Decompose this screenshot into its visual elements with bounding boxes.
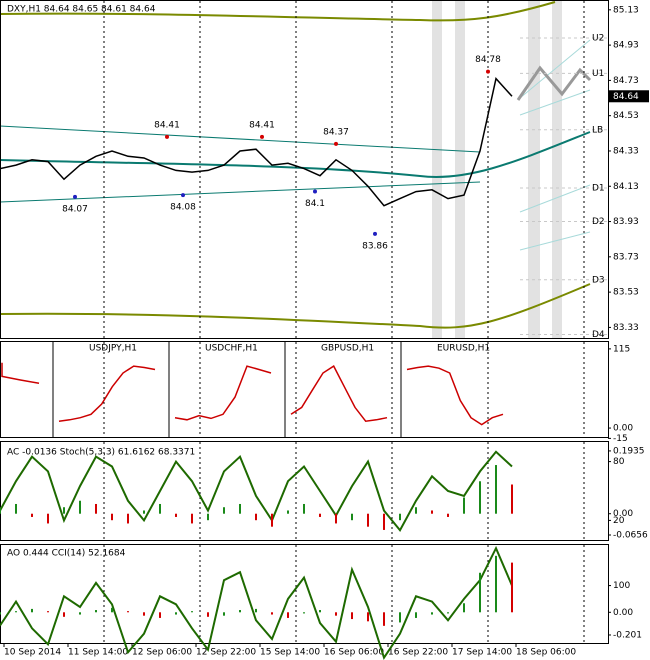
last-price-box [609, 90, 649, 103]
y-tick-label: 100 [613, 581, 630, 591]
level-label: U2 [592, 34, 604, 44]
y-tick-label: 0.1935 [613, 446, 645, 456]
y-tick-label: 83.33 [613, 323, 639, 333]
indicator-line [0, 545, 513, 660]
indicator-line [0, 450, 513, 532]
extreme-label: 84.1 [305, 199, 325, 209]
x-tick-label: 17 Sep 14:00 [452, 648, 512, 658]
level-label: D1 [592, 184, 605, 194]
y-tick-label: 83.93 [613, 217, 639, 227]
symbol-line [174, 365, 272, 421]
symbol-label: GBPUSD,H1 [321, 344, 374, 354]
y-tick-label: -0.0656 [613, 531, 648, 541]
y-tick-label: 0.00 [613, 608, 633, 618]
x-tick-label: 18 Sep 06:00 [516, 648, 576, 658]
frames [0, 0, 609, 644]
extreme-marker [313, 189, 317, 194]
level-label: D4 [592, 330, 605, 340]
y-tick-label: 83.53 [613, 288, 639, 298]
extreme-label: 84.07 [62, 204, 88, 214]
y-tick-label: 85.13 [613, 5, 639, 15]
extreme-marker [260, 134, 264, 139]
y-tick-label: 115 [613, 344, 630, 354]
extreme-label: 84.78 [475, 55, 501, 65]
extreme-marker [73, 194, 77, 199]
symbol-line [406, 365, 504, 426]
last-price-label: 84.64 [613, 92, 639, 102]
extreme-label: 84.08 [170, 203, 196, 213]
y-tick-label: -0.201 [613, 630, 642, 640]
price-line [0, 77, 513, 207]
y-tick-label: -15 [613, 434, 628, 444]
extreme-label: 83.86 [362, 241, 388, 251]
y-tick-label: 84.53 [613, 111, 639, 121]
symbol-line [290, 365, 388, 422]
main-title: DXY,H1 84.64 84.65 84.61 84.64 [7, 5, 156, 15]
panel-title: AC -0.0136 Stoch(5,3,3) 61.6162 68.3371 [7, 448, 195, 458]
extreme-label: 84.37 [323, 127, 349, 137]
y-tick-label: 0.00 [613, 424, 633, 434]
level-label: D3 [592, 275, 605, 285]
extreme-label: 84.41 [154, 120, 180, 130]
y-tick-label: 84.73 [613, 76, 639, 86]
symbol-label: USDJPY,H1 [89, 344, 137, 354]
extreme-marker [181, 193, 185, 198]
y-tick-label: 84.93 [613, 41, 639, 51]
x-tick-label: 15 Sep 14:00 [260, 648, 320, 658]
x-tick-label: 12 Sep 06:00 [132, 648, 192, 658]
extreme-marker [373, 231, 377, 236]
envelope [0, 1, 592, 329]
y-tick-label: 20 [613, 516, 625, 526]
x-tick-label: 16 Sep 22:00 [388, 648, 448, 658]
y-tick-label: 84.33 [613, 146, 639, 156]
level-label: D2 [592, 217, 605, 227]
symbol-line [58, 365, 156, 422]
panel-title: AO 0.444 CCI(14) 52.1684 [7, 549, 126, 559]
symbol-label: EURUSD,H1 [437, 344, 490, 354]
session-shading [432, 1, 562, 338]
extreme-label: 84.41 [249, 120, 275, 130]
y-tick-label: 80 [613, 457, 625, 467]
level-label: LB [592, 125, 603, 135]
symbol-label: USDCHF,H1 [205, 344, 258, 354]
x-tick-label: 16 Sep 06:00 [324, 648, 384, 658]
extreme-marker [165, 134, 169, 139]
y-tick-label: 84.13 [613, 182, 639, 192]
y-tick-label: 0.00 [613, 509, 633, 519]
symbol-line [1, 362, 40, 385]
extreme-marker [486, 69, 490, 74]
x-tick-label: 12 Sep 22:00 [196, 648, 256, 658]
x-tick-label: 10 Sep 2014 [4, 648, 61, 658]
y-tick-label: 83.73 [613, 252, 639, 262]
level-label: U1 [592, 69, 604, 79]
x-tick-label: 11 Sep 14:00 [68, 648, 128, 658]
extreme-marker [334, 141, 338, 146]
